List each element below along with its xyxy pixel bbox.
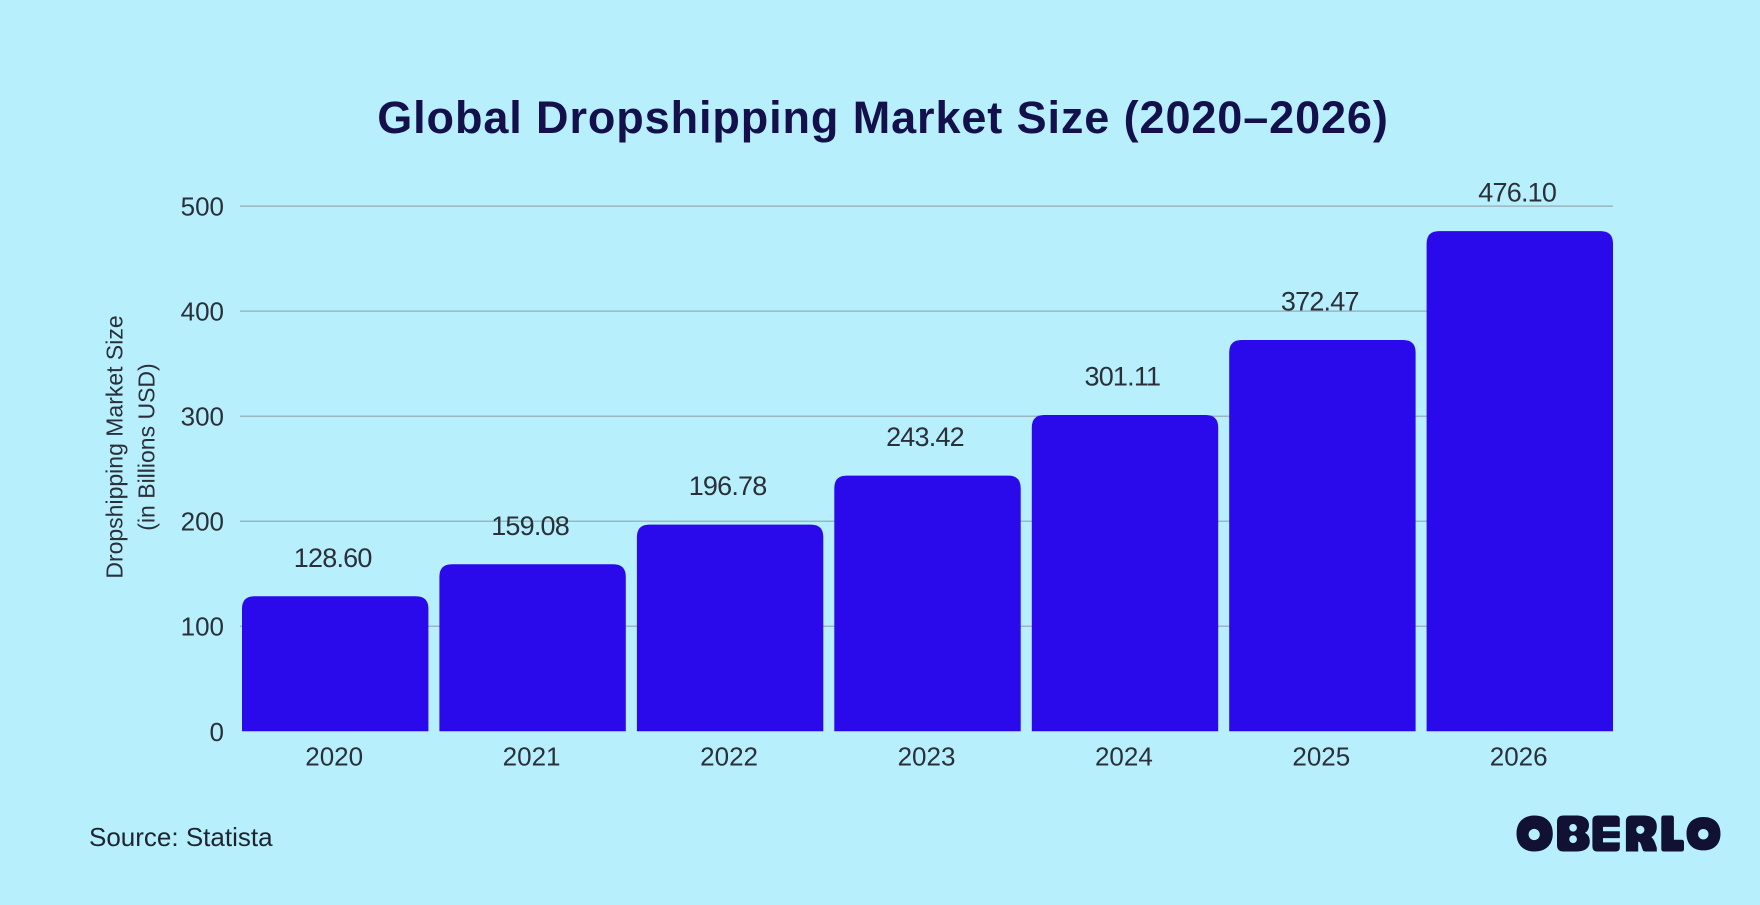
svg-text:400: 400 <box>181 297 224 327</box>
svg-text:500: 500 <box>181 192 224 222</box>
svg-text:2024: 2024 <box>1095 742 1153 772</box>
svg-text:301.11: 301.11 <box>1085 362 1161 392</box>
svg-text:Source: Statista: Source: Statista <box>89 822 273 852</box>
svg-text:2022: 2022 <box>700 742 758 772</box>
svg-text:2021: 2021 <box>503 742 561 772</box>
svg-text:0: 0 <box>210 717 224 747</box>
svg-text:(in Billions USD): (in Billions USD) <box>134 363 160 530</box>
svg-text:200: 200 <box>181 507 224 537</box>
svg-text:2025: 2025 <box>1292 742 1350 772</box>
svg-text:Dropshipping Market Size: Dropshipping Market Size <box>102 315 128 578</box>
svg-text:2023: 2023 <box>898 742 956 772</box>
svg-text:159.08: 159.08 <box>491 511 569 541</box>
svg-text:196.78: 196.78 <box>689 471 767 501</box>
svg-text:372.47: 372.47 <box>1281 287 1359 317</box>
svg-text:476.10: 476.10 <box>1478 178 1556 208</box>
svg-text:2026: 2026 <box>1490 742 1548 772</box>
svg-text:243.42: 243.42 <box>886 422 964 452</box>
svg-text:300: 300 <box>181 402 224 432</box>
svg-text:100: 100 <box>181 612 224 642</box>
svg-text:2020: 2020 <box>305 742 363 772</box>
svg-text:128.60: 128.60 <box>294 543 372 573</box>
svg-text:Global Dropshipping Market Siz: Global Dropshipping Market Size (2020–20… <box>377 92 1389 143</box>
